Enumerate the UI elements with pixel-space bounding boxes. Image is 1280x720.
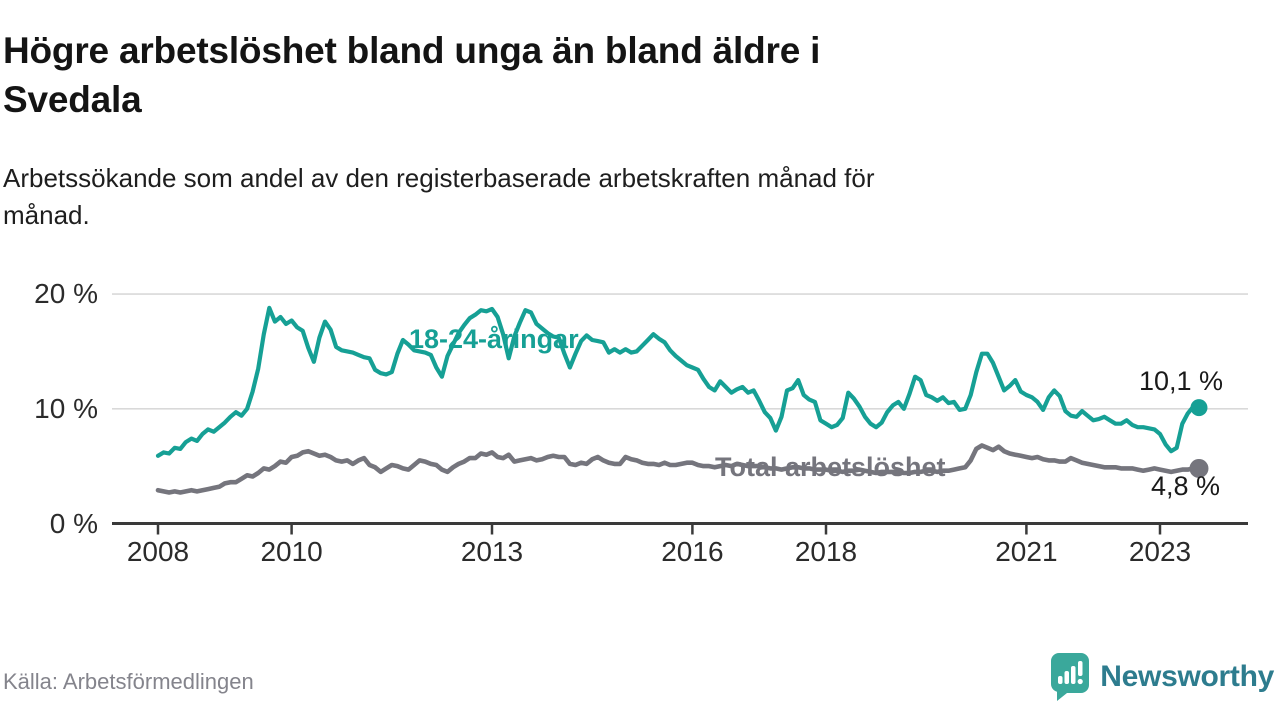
newsworthy-logo: Newsworthy — [1050, 652, 1274, 702]
end-value-label-total: 4,8 % — [1151, 471, 1221, 501]
page-title-line2: Svedala — [3, 79, 142, 120]
newsworthy-logo-text: Newsworthy — [1100, 660, 1274, 693]
x-tick-label-2010: 2010 — [260, 536, 323, 567]
exclamation-dot — [1077, 678, 1084, 685]
speech-bubble-shape — [1051, 653, 1090, 701]
exclamation-bar — [1078, 661, 1083, 676]
bar-chart-glyph — [1058, 661, 1084, 685]
end-dot-total — [1189, 458, 1209, 478]
series-label-total: Total arbetslöshet — [715, 452, 946, 482]
end-value-label-young: 10,1 % — [1139, 366, 1224, 396]
page-title-line1: Högre arbetslöshet bland unga än bland ä… — [3, 30, 821, 71]
x-tick-label-2008: 2008 — [126, 536, 190, 567]
x-tick-label-2013: 2013 — [460, 536, 524, 567]
y-tick-label-0: 0 % — [49, 507, 98, 539]
page-title: Högre arbetslöshet bland unga än bland ä… — [3, 26, 1193, 124]
x-tick-label-2016: 2016 — [661, 536, 724, 567]
y-tick-label-20: 20 % — [34, 278, 98, 310]
chart-subtitle-line2: månad. — [3, 200, 90, 230]
source-note: Källa: Arbetsförmedlingen — [3, 669, 254, 694]
end-dot-young — [1190, 399, 1208, 417]
series-line-total — [155, 443, 1202, 495]
series-label-young: 18-24-åringar — [409, 324, 579, 354]
series-line-young — [155, 305, 1202, 458]
newsworthy-logo-icon — [1051, 653, 1090, 701]
x-tick-label-2018: 2018 — [794, 536, 858, 567]
x-tick-label-2023: 2023 — [1128, 536, 1192, 567]
chart-subtitle: Arbetssökande som andel av den registerb… — [3, 160, 1213, 234]
x-tick-label-2021: 2021 — [995, 536, 1058, 567]
chart-subtitle-line1: Arbetssökande som andel av den registerb… — [3, 163, 875, 193]
y-tick-label-10: 10 % — [34, 392, 98, 424]
